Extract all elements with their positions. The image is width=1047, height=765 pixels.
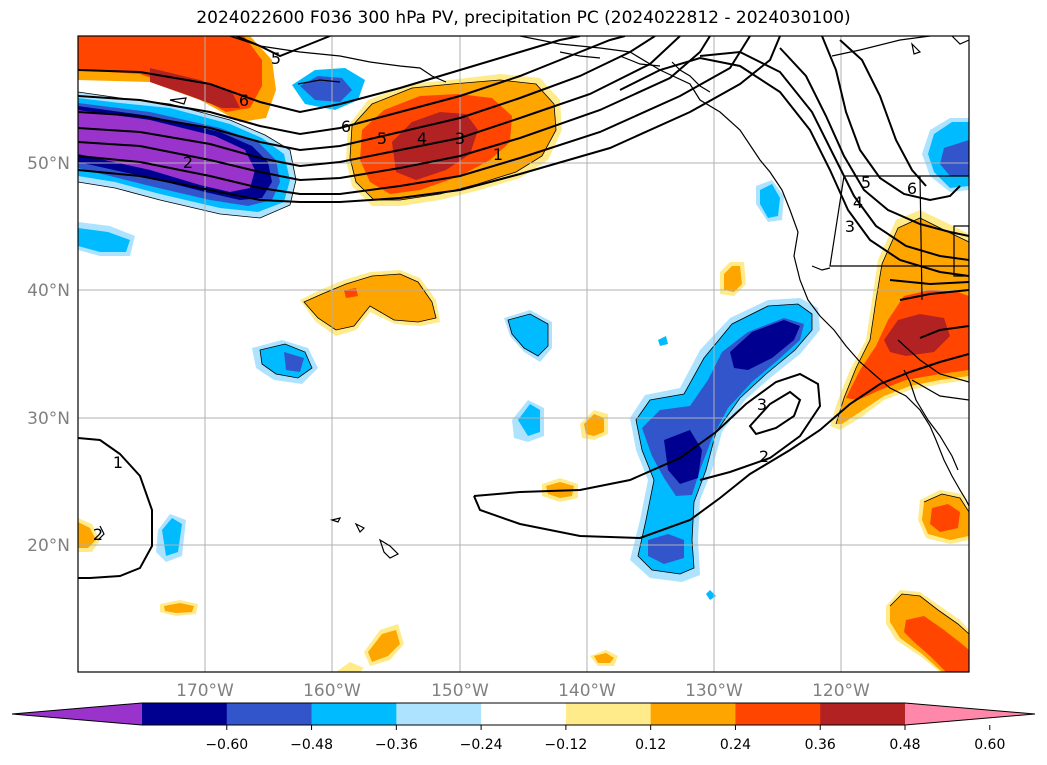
contour-label: 6 bbox=[341, 117, 351, 136]
coastlines bbox=[97, 36, 969, 559]
colorbar-tick-label: −0.12 bbox=[544, 737, 587, 753]
colorbar-tick-label: 0.24 bbox=[720, 737, 751, 753]
colorbar-segment bbox=[226, 703, 313, 725]
colorbar-segment bbox=[142, 703, 228, 725]
colorbar-tick-label: 0.12 bbox=[635, 737, 666, 753]
colorbar-tick-label: −0.36 bbox=[375, 737, 418, 753]
colorbar-tick-label: 0.60 bbox=[974, 737, 1005, 753]
lon-label: 150°W bbox=[431, 681, 489, 701]
contour-label: 2 bbox=[183, 153, 193, 172]
contour-label: 1 bbox=[493, 145, 503, 164]
colorbar-segment bbox=[820, 703, 906, 725]
pv-contour-labels: 5 6 6 5 4 3 1 2 5 4 3 6 1 3 2 2 bbox=[93, 49, 917, 544]
colorbar-segment bbox=[650, 703, 736, 725]
contour-label: 3 bbox=[757, 395, 767, 414]
contour-label: 5 bbox=[271, 49, 281, 68]
lat-label: 50°N bbox=[27, 154, 70, 174]
colorbar-tick-label: −0.24 bbox=[460, 737, 503, 753]
lon-label: 120°W bbox=[812, 681, 870, 701]
colorbar-segment bbox=[311, 703, 397, 725]
contour-label: 6 bbox=[907, 179, 917, 198]
map-title: 2024022600 F036 300 hPa PV, precipitatio… bbox=[196, 8, 851, 28]
contour-label: 3 bbox=[845, 217, 855, 236]
contour-label: 2 bbox=[93, 525, 103, 544]
colorbar-segment bbox=[735, 703, 821, 725]
contour-label: 4 bbox=[417, 129, 427, 148]
colorbar-segment bbox=[481, 703, 567, 725]
colorbar-tick-label: −0.60 bbox=[205, 737, 248, 753]
lat-label: 30°N bbox=[27, 409, 70, 429]
lon-label: 130°W bbox=[685, 681, 743, 701]
colorbar-extend-high bbox=[905, 703, 1035, 725]
colorbar-segment bbox=[565, 703, 652, 725]
colorbar-tick-label: −0.48 bbox=[290, 737, 333, 753]
contour-label: 5 bbox=[377, 129, 387, 148]
contour-label: 6 bbox=[239, 91, 249, 110]
contour-label: 4 bbox=[853, 193, 863, 212]
colorbar-segment bbox=[396, 703, 482, 725]
colorbar: −0.60 −0.48 −0.36 −0.24 −0.12 0.12 0.24 0.36 0.4… bbox=[11, 702, 1036, 753]
lat-label: 20°N bbox=[27, 536, 70, 556]
map-frame bbox=[77, 35, 970, 673]
colorbar-tick-label: 0.48 bbox=[889, 737, 920, 753]
positive-precip-shading bbox=[78, 36, 969, 672]
colorbar-outline bbox=[11, 702, 1036, 726]
lon-label: 160°W bbox=[303, 681, 361, 701]
colorbar-extend-low bbox=[12, 703, 142, 725]
colorbar-tick-label: 0.36 bbox=[805, 737, 836, 753]
lon-label: 170°W bbox=[176, 681, 234, 701]
contour-label: 5 bbox=[861, 173, 871, 192]
map-panel: 5 6 6 5 4 3 1 2 5 4 3 6 1 3 2 2 bbox=[78, 36, 969, 672]
latitude-labels: 50°N 40°N 30°N 20°N bbox=[27, 154, 70, 556]
longitude-labels: 170°W 160°W 150°W 140°W 130°W 120°W bbox=[176, 681, 870, 701]
contour-label: 3 bbox=[455, 129, 465, 148]
lat-label: 40°N bbox=[27, 281, 70, 301]
contour-label: 1 bbox=[113, 453, 123, 472]
pv-contours bbox=[78, 36, 969, 579]
contour-label: 2 bbox=[759, 447, 769, 466]
lon-label: 140°W bbox=[558, 681, 616, 701]
gridlines bbox=[78, 36, 969, 672]
